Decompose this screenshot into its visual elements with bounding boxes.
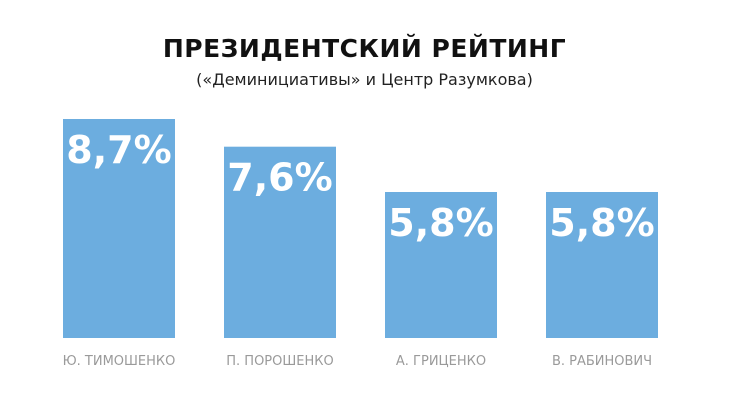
- category-labels: Ю. ТИМОШЕНКО П. ПОРОШЕНКО А. ГРИЦЕНКО В. РА…: [63, 354, 652, 369]
- bar-3: [385, 192, 497, 338]
- bar-value-label: 5,8%: [388, 201, 493, 245]
- bars-group: [63, 119, 658, 338]
- bar-4: [546, 192, 658, 338]
- bar-value-labels: 8,7% 7,6% 5,8% 5,8%: [66, 128, 654, 245]
- chart-subtitle: («Деминициативы» и Центр Разумкова): [196, 70, 533, 89]
- bar-value-label: 7,6%: [227, 156, 332, 200]
- category-label: П. ПОРОШЕНКО: [226, 354, 333, 369]
- chart-title: ПРЕЗИДЕНТСКИЙ РЕЙТИНГ: [162, 34, 567, 63]
- bar-value-label: 5,8%: [549, 201, 654, 245]
- bar-1: [63, 119, 175, 338]
- category-label: В. РАБИНОВИЧ: [552, 354, 652, 369]
- bar-value-label: 8,7%: [66, 128, 171, 172]
- bar-2: [224, 146, 336, 338]
- category-label: А. ГРИЦЕНКО: [396, 354, 486, 369]
- category-label: Ю. ТИМОШЕНКО: [63, 354, 176, 369]
